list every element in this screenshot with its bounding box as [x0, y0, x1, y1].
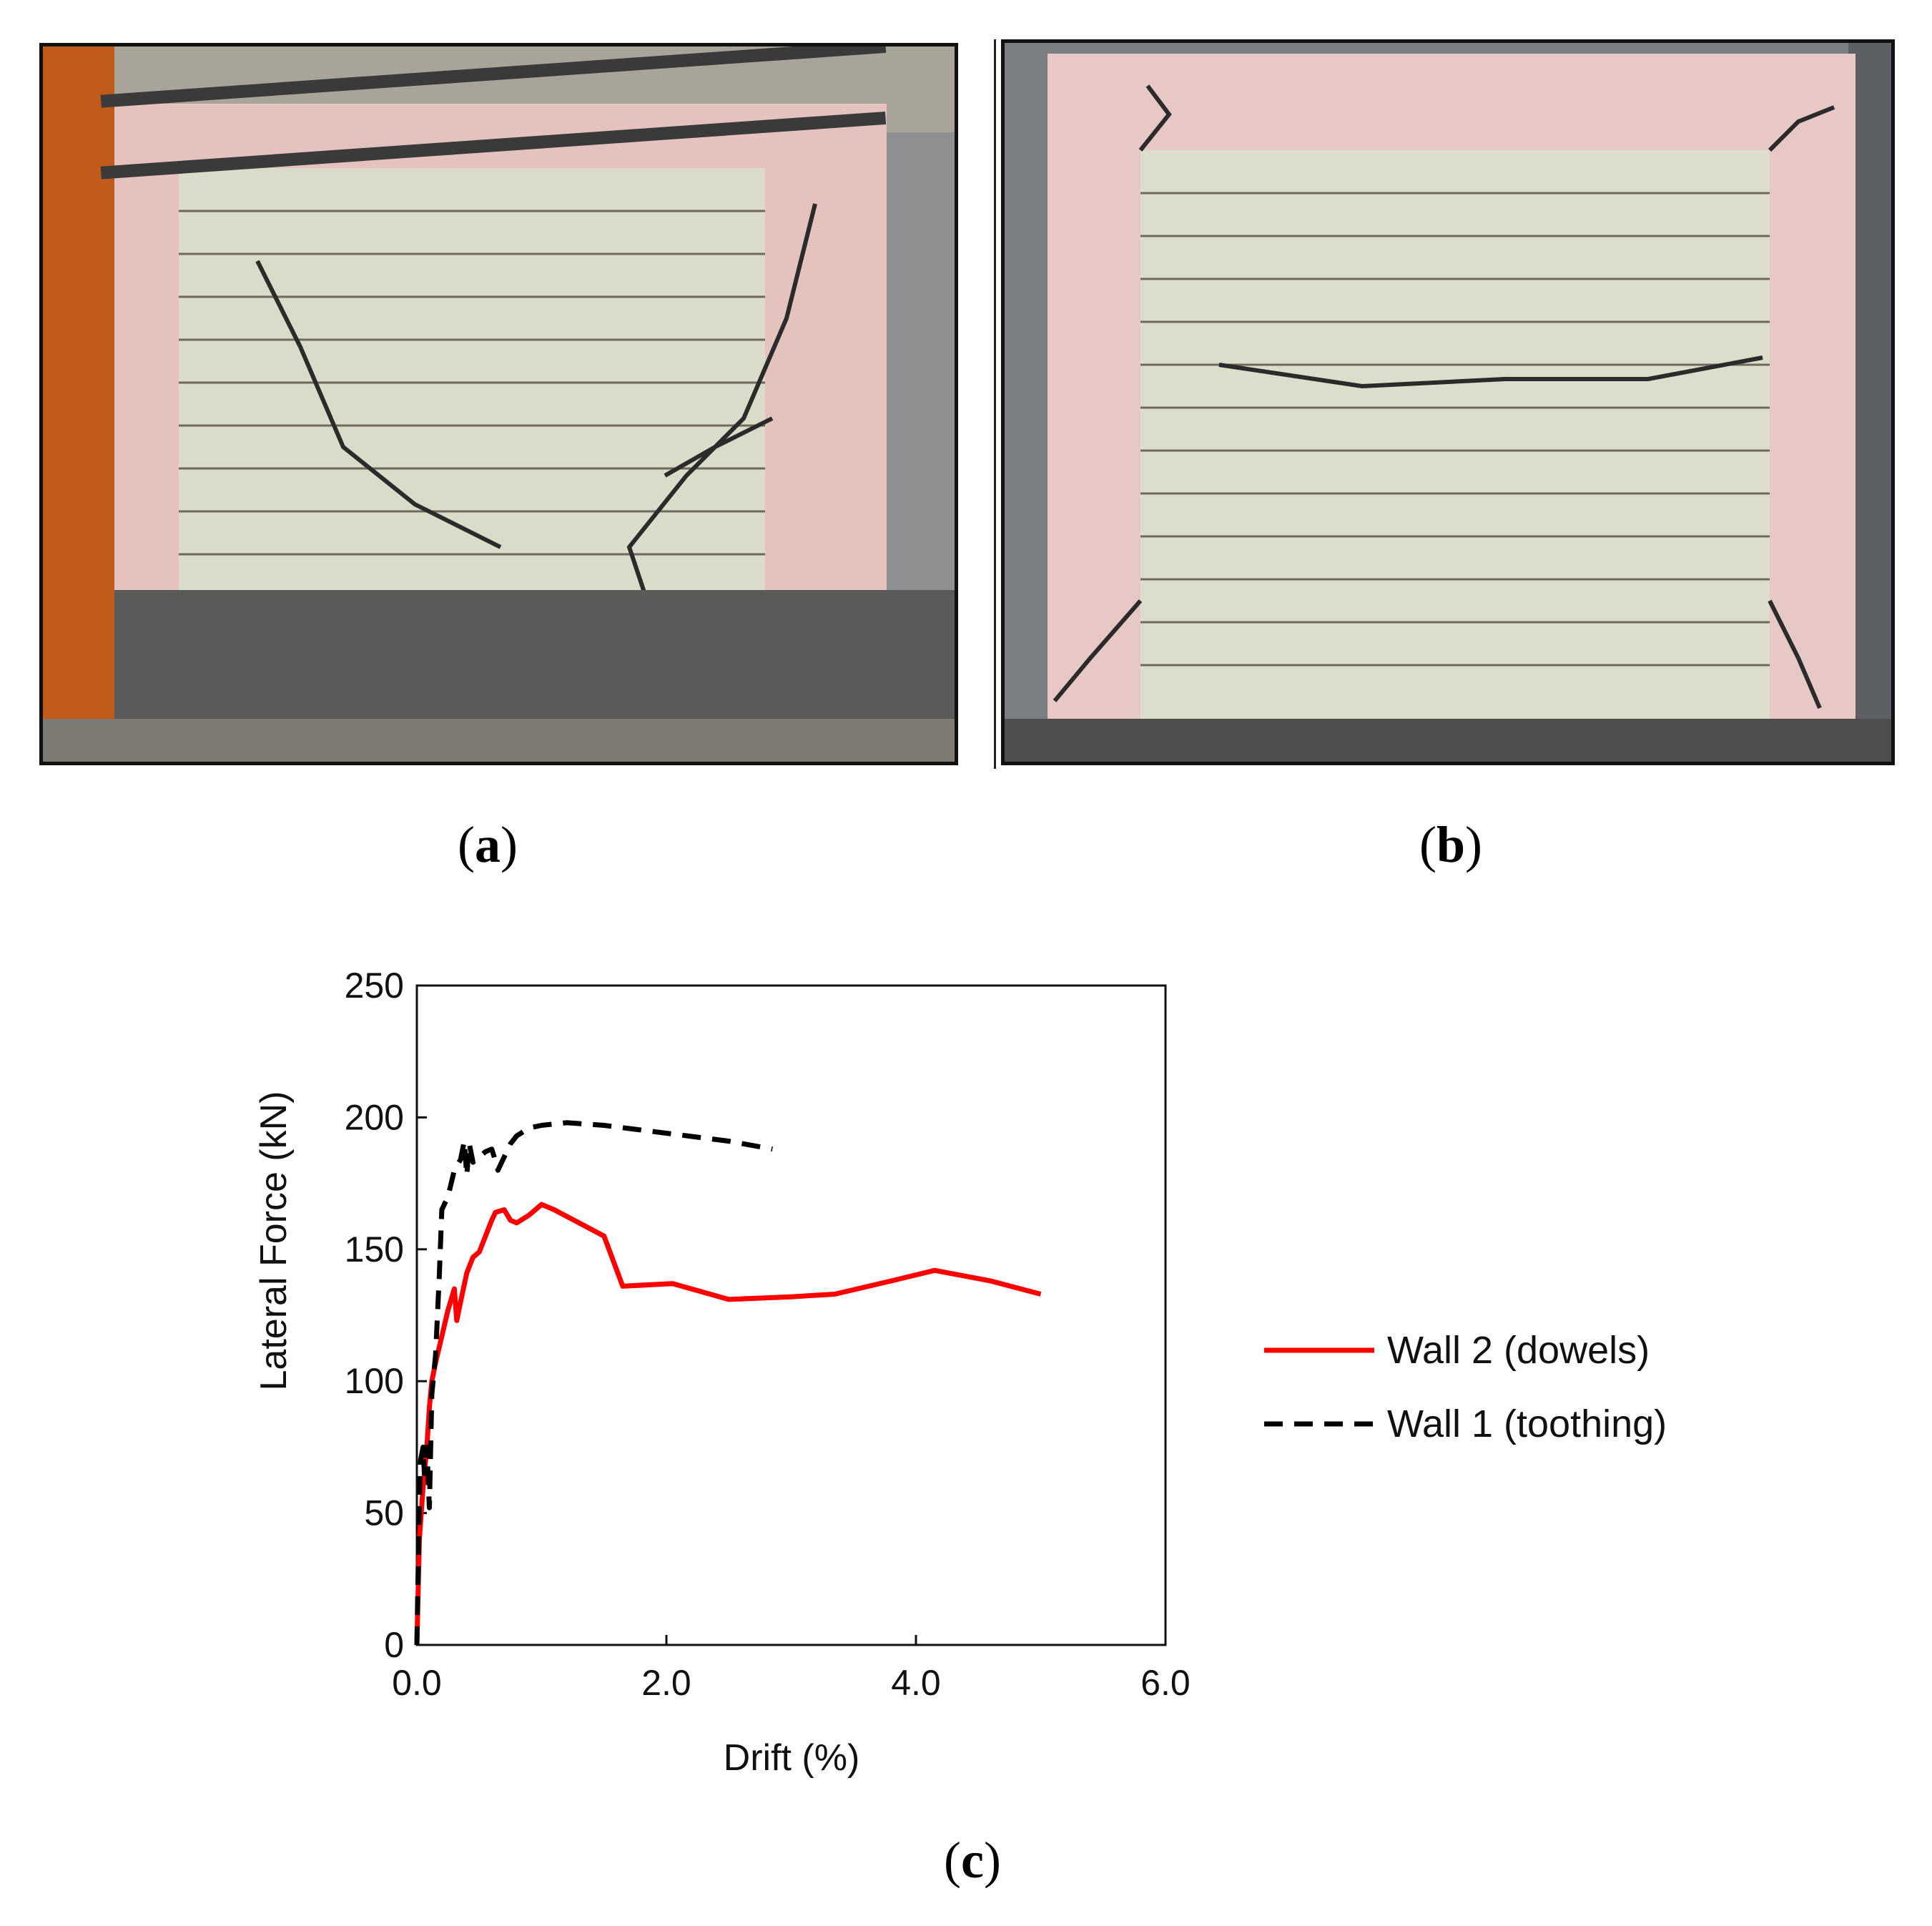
photo-wall-2 — [39, 43, 958, 765]
y-tick-label-5: 250 — [345, 966, 404, 1006]
panel-label-a: (a) — [458, 816, 518, 873]
legend-label-1: Wall 2 (dowels) — [1387, 1329, 1650, 1372]
photo-wall-1 — [1001, 39, 1895, 765]
y-axis-title: Lateral Force (kN) — [253, 1091, 295, 1391]
y-tick-label-3: 150 — [345, 1229, 404, 1269]
y-tick-label-0: 0 — [384, 1625, 404, 1665]
legend: Wall 2 (dowels) Wall 1 (toothing) — [1264, 1329, 1667, 1445]
photo-wall-1-illustration — [1005, 43, 1891, 762]
series-wall-2-dowels-line — [414, 1202, 1042, 1646]
legend-label-2: Wall 1 (toothing) — [1387, 1402, 1667, 1445]
x-tick-label-3: 6.0 — [1140, 1663, 1191, 1703]
panel-separator — [994, 39, 996, 769]
plot-area: 0 50 100 150 200 250 0.0 2.0 4.0 6.0 — [345, 966, 1191, 1703]
y-tick-label-2: 100 — [345, 1361, 404, 1401]
plot-frame — [415, 984, 1167, 1646]
x-tick-label-1: 2.0 — [641, 1663, 691, 1703]
panel-label-c: (c) — [944, 1832, 1001, 1889]
photo-wall-2-illustration — [43, 46, 955, 762]
series-wall-1-toothing-line — [414, 1120, 773, 1646]
y-tick-label-4: 200 — [345, 1097, 404, 1137]
panel-label-b: (b) — [1419, 816, 1483, 873]
x-tick-label-2: 4.0 — [891, 1663, 941, 1703]
x-axis-title: Drift (%) — [724, 1737, 860, 1779]
y-tick-label-1: 50 — [364, 1493, 404, 1533]
x-tick-label-0: 0.0 — [392, 1663, 442, 1703]
